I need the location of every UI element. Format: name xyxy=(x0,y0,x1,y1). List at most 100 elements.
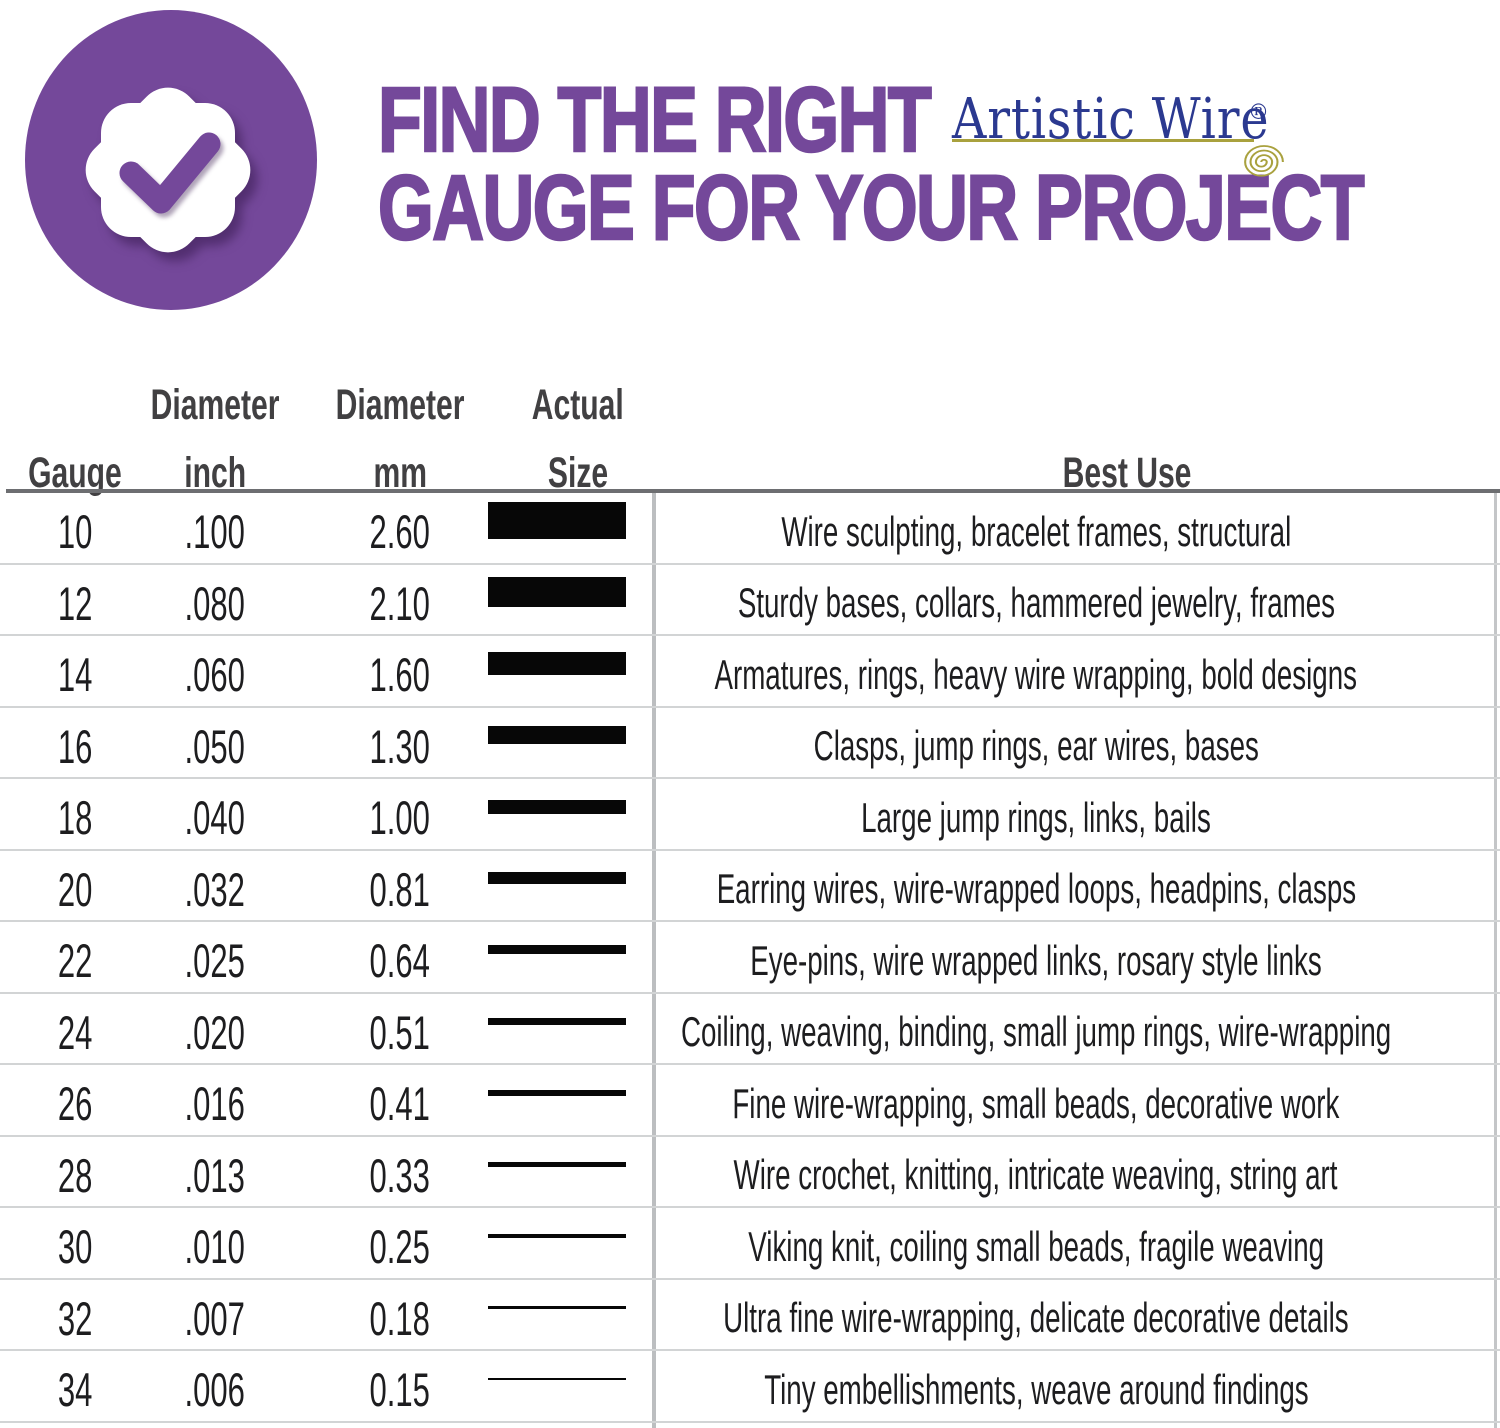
diameter-mm-cell: 0.64 xyxy=(310,922,490,992)
gauge-cell: 30 xyxy=(0,1208,150,1278)
header-actual-top: Actual xyxy=(531,381,624,429)
table-row: 14 .060 1.60 Armatures, rings, heavy wir… xyxy=(0,636,1500,708)
registered-trademark-symbol: ® xyxy=(1248,100,1269,124)
best-use-text: Viking knit, coiling small beads, fragil… xyxy=(748,1222,1324,1270)
gauge-cell: 34 xyxy=(0,1351,150,1421)
diameter-mm-cell: 0.33 xyxy=(310,1137,490,1207)
best-use-cell: Coiling, weaving, binding, small jump ri… xyxy=(658,994,1414,1064)
brand-logo-text: Artistic Wire xyxy=(952,87,1270,152)
diameter-inch-cell: .100 xyxy=(140,493,290,563)
header-size: Size xyxy=(547,449,609,497)
gauge-cell: 26 xyxy=(0,1065,150,1135)
gauge-value: 22 xyxy=(57,934,93,988)
diameter-mm-value: 1.60 xyxy=(369,648,431,702)
diameter-mm-value: 0.64 xyxy=(369,934,431,988)
actual-size-cell xyxy=(488,994,626,1064)
best-use-cell: Wire crochet, knitting, intricate weavin… xyxy=(658,1137,1414,1207)
diameter-mm-value: 0.15 xyxy=(369,1363,431,1417)
best-use-cell: Armatures, rings, heavy wire wrapping, b… xyxy=(658,636,1414,706)
best-use-text: Large jump rings, links, bails xyxy=(861,793,1211,841)
table-row: 12 .080 2.10 Sturdy bases, collars, hamm… xyxy=(0,565,1500,636)
best-use-cell: Sturdy bases, collars, hammered jewelry,… xyxy=(658,565,1414,635)
diameter-mm-value: 0.25 xyxy=(369,1220,431,1274)
gauge-value: 28 xyxy=(57,1148,93,1202)
header-gauge: Gauge xyxy=(28,449,122,497)
diameter-inch-cell: .080 xyxy=(140,565,290,635)
diameter-inch-value: .100 xyxy=(184,505,246,559)
actual-size-cell xyxy=(488,1065,626,1135)
diameter-mm-cell: 0.18 xyxy=(310,1280,490,1350)
table-row: 28 .013 0.33 Wire crochet, knitting, int… xyxy=(0,1137,1500,1208)
header-mm: mm xyxy=(373,449,427,497)
diameter-mm-value: 0.33 xyxy=(369,1148,431,1202)
table-row: 18 .040 1.00 Large jump rings, links, ba… xyxy=(0,779,1500,851)
column-divider xyxy=(652,493,656,1428)
header-diameter-inch-top: Diameter xyxy=(150,381,280,429)
best-use-text: Tiny embellishments, weave around findin… xyxy=(763,1365,1309,1413)
actual-size-cell xyxy=(488,1208,626,1278)
best-use-text: Clasps, jump rings, ear wires, bases xyxy=(813,722,1259,770)
best-use-text: Fine wire-wrapping, small beads, decorat… xyxy=(732,1079,1340,1127)
diameter-mm-value: 0.41 xyxy=(369,1077,431,1131)
best-use-text: Wire crochet, knitting, intricate weavin… xyxy=(734,1151,1338,1199)
gauge-cell: 28 xyxy=(0,1137,150,1207)
diameter-inch-cell: .025 xyxy=(140,922,290,992)
best-use-cell: Earring wires, wire-wrapped loops, headp… xyxy=(658,851,1414,921)
table-row: 22 .025 0.64 Eye-pins, wire wrapped link… xyxy=(0,922,1500,994)
table-rows: 10 .100 2.60 Wire sculpting, bracelet fr… xyxy=(0,493,1500,1423)
gauge-value: 14 xyxy=(57,648,93,702)
diameter-inch-cell: .050 xyxy=(140,708,290,778)
gauge-value: 18 xyxy=(57,791,93,845)
gauge-value: 20 xyxy=(57,862,93,916)
diameter-inch-value: .010 xyxy=(184,1220,246,1274)
diameter-mm-cell: 2.10 xyxy=(310,565,490,635)
actual-size-cell xyxy=(488,1280,626,1350)
brand-logo-underline xyxy=(952,139,1254,142)
diameter-mm-value: 1.00 xyxy=(369,791,431,845)
gauge-value: 12 xyxy=(57,576,93,630)
gauge-value: 16 xyxy=(57,719,93,773)
diameter-mm-value: 0.51 xyxy=(369,1005,431,1059)
diameter-inch-cell: .006 xyxy=(140,1351,290,1421)
actual-size-bar xyxy=(488,1161,626,1167)
diameter-mm-value: 2.10 xyxy=(369,576,431,630)
gauge-value: 26 xyxy=(57,1077,93,1131)
wire-spiral-icon xyxy=(1244,145,1284,177)
best-use-text: Coiling, weaving, binding, small jump ri… xyxy=(680,1008,1392,1056)
best-use-cell: Eye-pins, wire wrapped links, rosary sty… xyxy=(658,922,1414,992)
diameter-inch-value: .025 xyxy=(184,934,246,988)
diameter-inch-cell: .010 xyxy=(140,1208,290,1278)
actual-size-bar xyxy=(488,502,626,540)
actual-size-bar xyxy=(488,652,626,676)
table-row: 10 .100 2.60 Wire sculpting, bracelet fr… xyxy=(0,493,1500,565)
best-use-text: Earring wires, wire-wrapped loops, headp… xyxy=(716,865,1356,913)
actual-size-bar xyxy=(488,726,626,745)
diameter-mm-cell: 2.60 xyxy=(310,493,490,563)
best-use-cell: Large jump rings, links, bails xyxy=(658,779,1414,849)
header-inch: inch xyxy=(184,449,246,497)
actual-size-bar xyxy=(488,1305,626,1309)
diameter-inch-value: .040 xyxy=(184,791,246,845)
gauge-cell: 24 xyxy=(0,994,150,1064)
diameter-inch-cell: .007 xyxy=(140,1280,290,1350)
best-use-cell: Ultra fine wire-wrapping, delicate decor… xyxy=(658,1280,1414,1350)
diameter-inch-value: .060 xyxy=(184,648,246,702)
diameter-mm-cell: 0.81 xyxy=(310,851,490,921)
actual-size-cell xyxy=(488,493,626,563)
gauge-value: 30 xyxy=(57,1220,93,1274)
diameter-mm-value: 2.60 xyxy=(369,505,431,559)
diameter-mm-cell: 0.25 xyxy=(310,1208,490,1278)
actual-size-cell xyxy=(488,636,626,706)
diameter-inch-cell: .013 xyxy=(140,1137,290,1207)
best-use-cell: Wire sculpting, bracelet frames, structu… xyxy=(658,493,1414,563)
diameter-inch-cell: .020 xyxy=(140,994,290,1064)
header-diameter-mm-top: Diameter xyxy=(335,381,465,429)
diameter-mm-value: 0.81 xyxy=(369,862,431,916)
gauge-cell: 10 xyxy=(0,493,150,563)
best-use-cell: Viking knit, coiling small beads, fragil… xyxy=(658,1208,1414,1278)
gauge-cell: 16 xyxy=(0,708,150,778)
diameter-inch-value: .050 xyxy=(184,719,246,773)
page-title-line1: FIND THE RIGHT xyxy=(377,69,933,171)
diameter-mm-cell: 1.30 xyxy=(310,708,490,778)
